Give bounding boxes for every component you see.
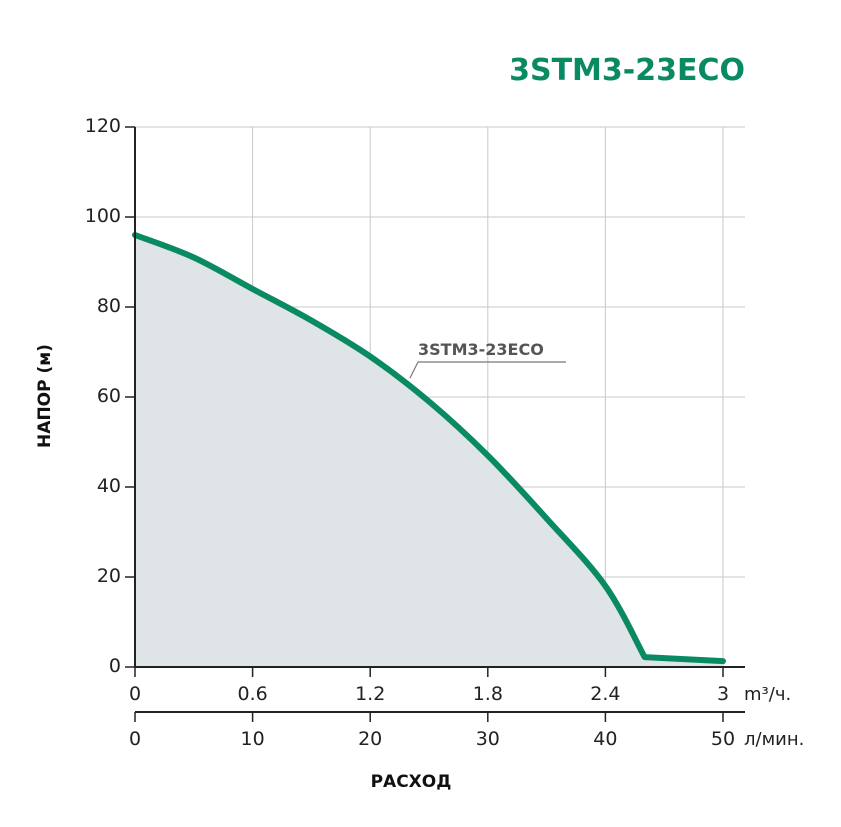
y-tick-label: 0 <box>109 655 121 677</box>
x-tick-label-secondary: 50 <box>711 728 735 750</box>
y-tick-label: 20 <box>97 565 121 587</box>
x-tick-label: 0.6 <box>237 683 267 705</box>
y-axis-label: НАПОР (м) <box>35 344 55 448</box>
y-tick-label: 100 <box>85 205 121 227</box>
series-area-fill <box>135 235 723 667</box>
x-tick-label-secondary: 20 <box>358 728 382 750</box>
x-tick-label-secondary: 40 <box>593 728 617 750</box>
x-tick-labels-secondary: 0 10 20 30 40 50 <box>129 728 735 750</box>
x-tick-labels-primary: 0 0.6 1.2 1.8 2.4 3 <box>129 683 729 705</box>
x-unit-primary: m³/ч. <box>744 684 791 705</box>
x-tick-label: 3 <box>717 683 729 705</box>
x-tick-label: 0 <box>129 683 141 705</box>
series-annotation: 3STM3-23ECO <box>409 340 566 379</box>
y-tick-label: 120 <box>85 115 121 137</box>
x-unit-secondary: л/мин. <box>744 729 804 750</box>
x-tick-label: 1.8 <box>473 683 503 705</box>
series-annotation-label: 3STM3-23ECO <box>418 340 544 359</box>
chart-title: 3STM3-23ECO <box>509 53 745 88</box>
axes <box>125 126 745 722</box>
x-axis-label: РАСХОД <box>371 772 452 792</box>
x-tick-label-secondary: 0 <box>129 728 141 750</box>
x-tick-label-secondary: 30 <box>476 728 500 750</box>
x-tick-label: 1.2 <box>355 683 385 705</box>
x-tick-label: 2.4 <box>590 683 620 705</box>
y-tick-label: 80 <box>97 295 121 317</box>
series-line <box>132 232 726 665</box>
y-tick-label: 40 <box>97 475 121 497</box>
y-tick-label: 60 <box>97 385 121 407</box>
x-tick-label-secondary: 10 <box>241 728 265 750</box>
y-tick-labels: 0 20 40 60 80 100 120 <box>85 115 121 677</box>
